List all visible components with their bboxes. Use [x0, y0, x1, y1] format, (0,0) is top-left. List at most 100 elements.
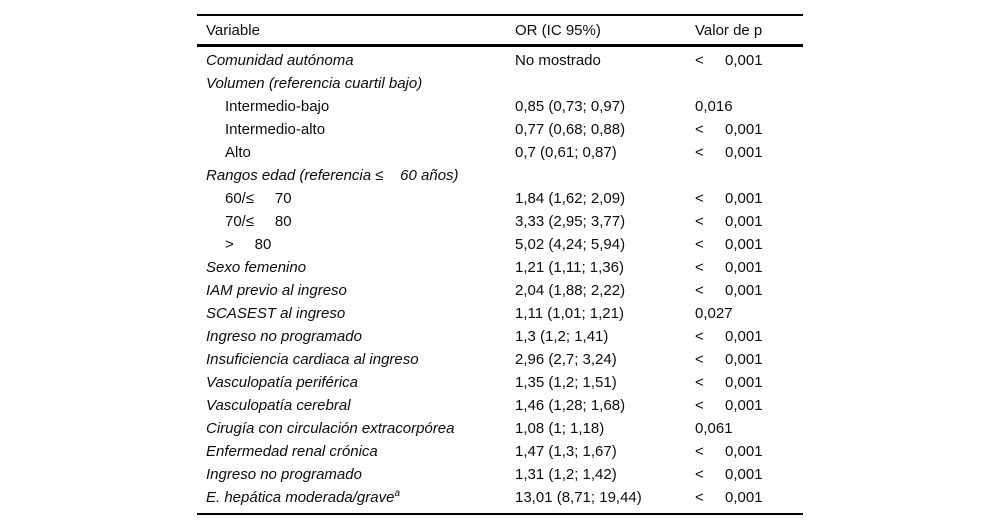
p-value-text: 0,001 — [725, 52, 763, 69]
p-value-cell: <0,001 — [695, 466, 803, 483]
or-ci-cell: 1,46 (1,28; 1,68) — [515, 397, 626, 414]
table-row: Alto 0,7 (0,61; 0,87) <0,001 — [197, 141, 803, 164]
variable-cell: Rangos edad (referencia ≤ 60 años) — [206, 167, 459, 184]
or-ci-cell: 0,7 (0,61; 0,87) — [515, 144, 617, 161]
or-ci-cell: 1,11 (1,01; 1,21) — [515, 305, 624, 322]
or-ci-cell: 0,85 (0,73; 0,97) — [515, 98, 626, 115]
table-body: Comunidad autónoma No mostrado <0,001 Volum… — [197, 47, 803, 513]
variable-cell: Comunidad autónoma — [206, 52, 354, 69]
p-value-cell: <0,001 — [695, 213, 803, 230]
or-ci-cell: 13,01 (8,71; 19,44) — [515, 489, 642, 506]
or-ci-cell: 3,33 (2,95; 3,77) — [515, 213, 626, 230]
column-header-p-value: Valor de p — [695, 21, 763, 39]
table-row: 70/≤ 80 3,33 (2,95; 3,77) <0,001 — [197, 210, 803, 233]
p-value-cell: <0,001 — [695, 190, 803, 207]
variable-cell: Sexo femenino — [206, 259, 307, 276]
variable-cell: SCASEST al ingreso — [206, 305, 346, 322]
table-row: SCASEST al ingreso 1,11 (1,01; 1,21) 0,027 — [197, 302, 803, 325]
p-value-text: 0,001 — [725, 374, 763, 391]
p-value-text: 0,001 — [725, 144, 763, 161]
less-than-sign: < — [695, 259, 704, 276]
or-ci-cell: 1,35 (1,2; 1,51) — [515, 374, 617, 391]
footnote-marker: a — [394, 488, 401, 499]
table-row: Comunidad autónoma No mostrado <0,001 — [197, 49, 803, 72]
or-ci-cell: No mostrado — [515, 52, 601, 69]
p-value-cell: <0,001 — [695, 489, 803, 506]
p-value-text: 0,001 — [725, 328, 763, 345]
p-value-text: 0,001 — [725, 213, 763, 230]
variable-cell: 70/≤ 80 — [225, 213, 292, 230]
p-value-cell: <0,001 — [695, 397, 803, 414]
less-than-sign: < — [695, 328, 704, 345]
table-row: 60/≤ 70 1,84 (1,62; 2,09) <0,001 — [197, 187, 803, 210]
variable-cell: Ingreso no programado — [206, 466, 362, 483]
variable-cell: Ingreso no programado — [206, 328, 362, 345]
p-value-text: 0,001 — [725, 121, 763, 138]
variable-cell: E. hepática moderada/gravea — [206, 488, 401, 507]
p-value-cell: <0,001 — [695, 259, 803, 276]
table-row: > 80 5,02 (4,24; 5,94) <0,001 — [197, 233, 803, 256]
table-row: Volumen (referencia cuartil bajo) — [197, 72, 803, 95]
less-than-sign: < — [695, 397, 704, 414]
p-value-cell: 0,016 — [695, 98, 803, 115]
less-than-sign: < — [695, 236, 704, 253]
or-ci-cell: 2,04 (1,88; 2,22) — [515, 282, 626, 299]
variable-cell: Volumen (referencia cuartil bajo) — [206, 75, 423, 92]
or-ci-cell: 1,3 (1,2; 1,41) — [515, 328, 609, 345]
less-than-sign: < — [695, 374, 704, 391]
p-value-text: 0,001 — [725, 443, 763, 460]
variable-cell: 60/≤ 70 — [225, 190, 292, 207]
variable-cell: Vasculopatía cerebral — [206, 397, 351, 414]
or-ci-cell: 0,77 (0,68; 0,88) — [515, 121, 626, 138]
p-value-cell: <0,001 — [695, 328, 803, 345]
table-row: Intermedio-bajo 0,85 (0,73; 0,97) 0,016 — [197, 95, 803, 118]
or-ci-cell: 1,31 (1,2; 1,42) — [515, 466, 617, 483]
column-header-variable: Variable — [206, 21, 260, 39]
less-than-sign: < — [695, 213, 704, 230]
variable-cell: > 80 — [225, 236, 272, 253]
table-row: Sexo femenino 1,21 (1,11; 1,36) <0,001 — [197, 256, 803, 279]
variable-cell: Cirugía con circulación extracorpórea — [206, 420, 455, 437]
less-than-sign: < — [695, 190, 704, 207]
p-value-cell: <0,001 — [695, 144, 803, 161]
p-value-cell: 0,027 — [695, 305, 803, 322]
p-value-cell: 0,061 — [695, 420, 803, 437]
less-than-sign: < — [695, 282, 704, 299]
less-than-sign: < — [695, 121, 704, 138]
table-row: Insuficiencia cardiaca al ingreso 2,96 (2… — [197, 348, 803, 371]
table-row: Ingreso no programado 1,3 (1,2; 1,41) <0,0… — [197, 325, 803, 348]
table-row: Intermedio-alto 0,77 (0,68; 0,88) <0,001 — [197, 118, 803, 141]
less-than-sign: < — [695, 144, 704, 161]
p-value-text: 0,001 — [725, 466, 763, 483]
p-value-text: 0,001 — [725, 282, 763, 299]
variable-cell: Intermedio-alto — [225, 121, 326, 138]
variable-cell: Intermedio-bajo — [225, 98, 330, 115]
p-value-text: 0,061 — [695, 420, 733, 437]
or-ci-cell: 1,47 (1,3; 1,67) — [515, 443, 617, 460]
or-ci-cell: 5,02 (4,24; 5,94) — [515, 236, 626, 253]
p-value-cell: <0,001 — [695, 351, 803, 368]
variable-cell: Insuficiencia cardiaca al ingreso — [206, 351, 419, 368]
p-value-cell: <0,001 — [695, 121, 803, 138]
or-ci-cell: 1,21 (1,11; 1,36) — [515, 259, 624, 276]
table-header-row: Variable OR (IC 95%) Valor de p — [197, 16, 803, 47]
table-row: Vasculopatía cerebral 1,46 (1,28; 1,68) <0… — [197, 394, 803, 417]
table-row: Cirugía con circulación extracorpórea 1,0… — [197, 417, 803, 440]
table-row: Ingreso no programado 1,31 (1,2; 1,42) <0,… — [197, 463, 803, 486]
p-value-text: 0,027 — [695, 305, 733, 322]
table-row: Rangos edad (referencia ≤ 60 años) — [197, 164, 803, 187]
regression-results-table: Variable OR (IC 95%) Valor de p Comunida… — [197, 14, 803, 515]
less-than-sign: < — [695, 443, 704, 460]
p-value-text: 0,001 — [725, 190, 763, 207]
table-row: Vasculopatía periférica 1,35 (1,2; 1,51) <… — [197, 371, 803, 394]
or-ci-cell: 2,96 (2,7; 3,24) — [515, 351, 617, 368]
variable-cell: Alto — [225, 144, 251, 161]
variable-cell: Vasculopatía periférica — [206, 374, 359, 391]
or-ci-cell: 1,84 (1,62; 2,09) — [515, 190, 626, 207]
p-value-text: 0,001 — [725, 351, 763, 368]
p-value-cell: <0,001 — [695, 282, 803, 299]
p-value-text: 0,001 — [725, 236, 763, 253]
p-value-cell: <0,001 — [695, 374, 803, 391]
p-value-cell: <0,001 — [695, 52, 803, 69]
